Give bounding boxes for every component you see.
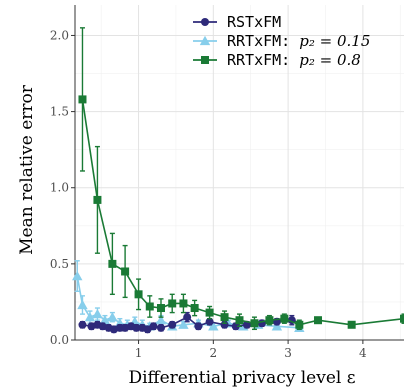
legend-label-text: RSTxFM: [227, 13, 281, 31]
data-point: [108, 259, 117, 268]
x-axis-title: Differential privacy level ε: [128, 368, 355, 388]
data-point: [121, 267, 130, 276]
data-point: [205, 317, 214, 326]
data-point: [84, 311, 96, 322]
data-point: [156, 323, 165, 332]
data-point: [250, 319, 259, 328]
data-point: [231, 322, 240, 331]
y-tick-label: 0.5: [50, 257, 69, 271]
series: [72, 27, 404, 334]
data-point: [265, 316, 274, 325]
data-point: [205, 308, 214, 317]
data-point: [149, 322, 158, 331]
axes: 0.0 0.5 1.0 1.5 2.0 1 2 3 4: [50, 5, 404, 360]
data-point: [93, 195, 102, 204]
data-point: [400, 314, 404, 323]
data-point: [87, 322, 96, 331]
data-point: [194, 322, 203, 331]
data-point: [208, 321, 219, 331]
data-point: [121, 323, 130, 332]
data-point: [179, 299, 188, 308]
data-point: [347, 320, 356, 329]
y-tick-label: 1.5: [50, 105, 69, 119]
data-point: [314, 316, 323, 325]
y-tick-label: 1.0: [50, 181, 69, 195]
legend-label-text: RRTxFM:: [227, 51, 299, 69]
x-tick-label: 1: [135, 346, 143, 360]
data-point: [143, 325, 152, 334]
legend-item: RRTxFM: p₂ = 0.15: [193, 32, 370, 50]
legend-label-math: p₂ = 0.15: [299, 32, 370, 50]
x-tick-label: 4: [359, 346, 367, 360]
legend-label-math: p₂ = 0.8: [299, 51, 361, 69]
legend-swatch-marker: [201, 18, 209, 26]
data-point: [168, 320, 177, 329]
data-point: [107, 311, 118, 322]
x-tick-label: 3: [284, 346, 292, 360]
data-point: [134, 290, 143, 299]
data-point: [78, 320, 87, 329]
data-point: [235, 316, 244, 325]
data-point: [132, 323, 141, 332]
legend-label: RSTxFM: [227, 13, 281, 31]
data-point: [178, 319, 189, 329]
error-bar: [401, 313, 404, 324]
data-point: [99, 315, 111, 325]
y-axis-title: Mean relative error: [17, 84, 37, 255]
data-point: [72, 270, 83, 281]
data-point: [109, 325, 118, 334]
legend-swatch-marker: [199, 35, 211, 46]
x-tick-label: 2: [210, 346, 218, 360]
data-point: [295, 320, 304, 329]
data-point: [280, 314, 289, 323]
data-point: [98, 322, 107, 331]
data-point: [92, 308, 103, 319]
legend-label-text: RRTxFM:: [227, 32, 299, 50]
data-point: [145, 302, 154, 311]
legend-swatch-marker: [201, 56, 209, 64]
data-point: [220, 313, 229, 322]
data-point: [190, 304, 199, 313]
data-point: [183, 313, 192, 322]
y-tick-label: 2.0: [50, 28, 69, 42]
data-point: [77, 299, 88, 310]
data-point: [78, 95, 87, 104]
data-point: [168, 299, 177, 308]
legend-item: RRTxFM: p₂ = 0.8: [193, 51, 361, 69]
legend-label: RRTxFM: p₂ = 0.15: [227, 32, 370, 50]
data-point: [155, 315, 167, 325]
y-tick-label: 0.0: [50, 333, 69, 347]
data-point: [156, 304, 165, 313]
data-point: [271, 321, 283, 331]
legend-label: RRTxFM: p₂ = 0.8: [227, 51, 361, 69]
legend-item: RSTxFM: [193, 13, 281, 31]
series-square: [78, 27, 404, 331]
